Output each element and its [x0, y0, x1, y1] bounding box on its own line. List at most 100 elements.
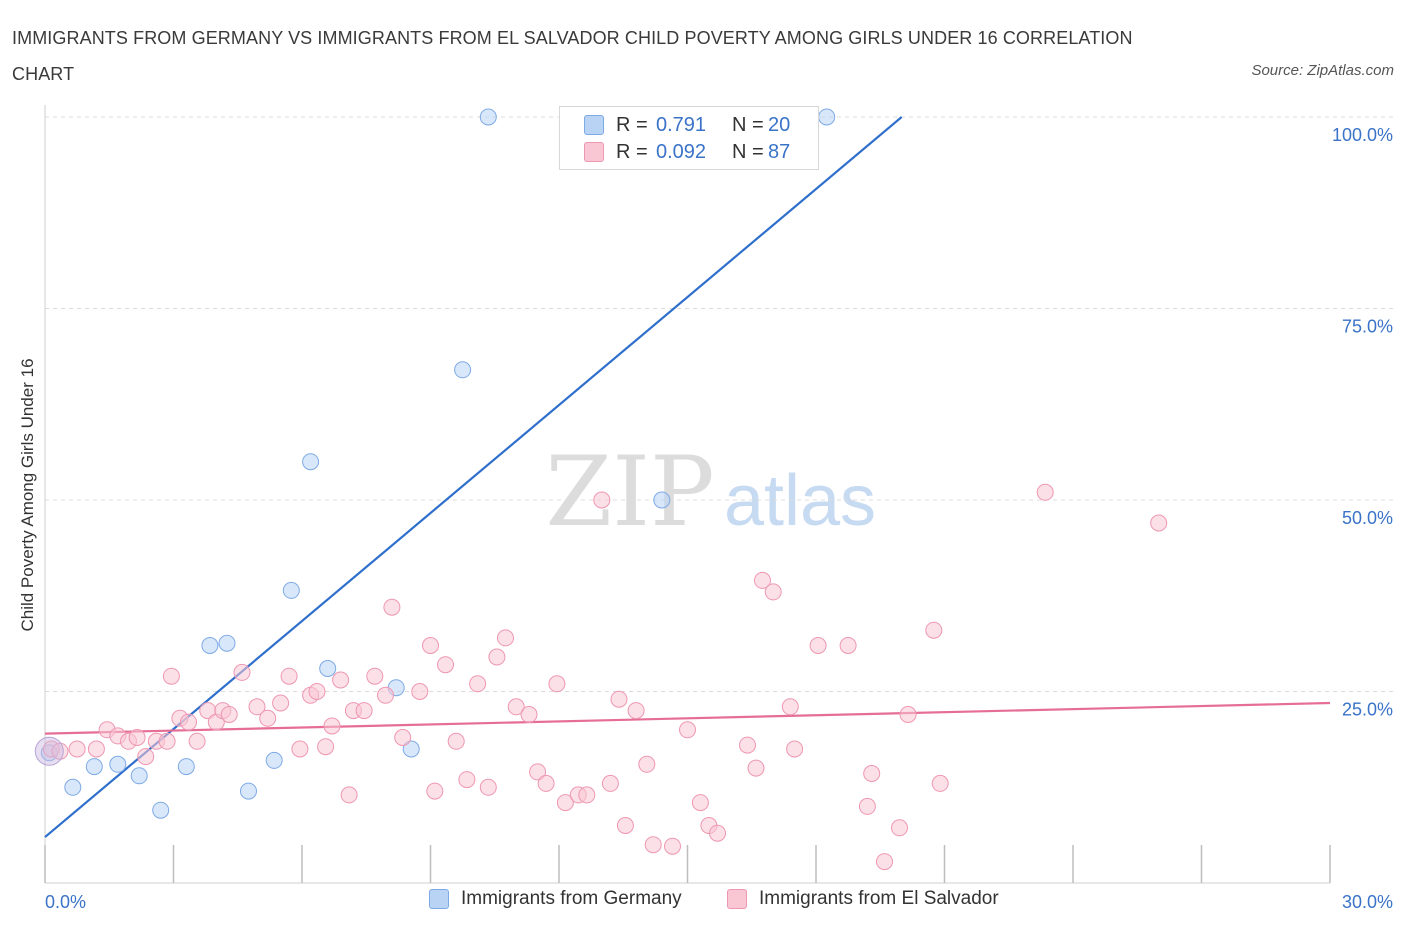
- point-el-salvador: [188, 732, 206, 750]
- legend-item-el-salvador[interactable]: Immigrants from El Salvador: [727, 888, 999, 910]
- point-el-salvador: [529, 763, 547, 781]
- point-el-salvador: [366, 667, 384, 685]
- legend-swatch-germany: [584, 115, 604, 135]
- trend-line-el-salvador: [44, 701, 1331, 735]
- point-el-salvador: [272, 694, 290, 712]
- point-germany: [130, 767, 148, 785]
- n-value: 20: [768, 113, 791, 136]
- point-el-salvador: [786, 740, 804, 758]
- point-el-salvador: [469, 675, 487, 693]
- point-el-salvador: [340, 786, 358, 804]
- point-el-salvador: [747, 759, 765, 777]
- point-el-salvador: [411, 683, 429, 700]
- point-germany: [152, 801, 170, 819]
- point-el-salvador: [332, 671, 350, 689]
- tick-labels: 25.0% 50.0% 75.0% 100.0% 0.0% 30.0%: [45, 125, 1393, 912]
- point-el-salvador: [458, 771, 476, 789]
- y-tick-label: 100.0%: [1332, 125, 1393, 145]
- point-el-salvador: [308, 683, 326, 700]
- point-el-salvador: [248, 698, 266, 716]
- chart-title: IMMIGRANTS FROM GERMANY VS IMMIGRANTS FR…: [12, 28, 1133, 84]
- series-legend: Immigrants from Germany Immigrants from …: [0, 888, 1406, 916]
- point-el-salvador: [137, 748, 155, 766]
- point-el-salvador: [638, 755, 656, 773]
- point-germany: [109, 755, 127, 773]
- r-value: 0.791: [656, 113, 707, 136]
- point-el-salvador: [1036, 483, 1054, 501]
- point-el-salvador: [876, 853, 893, 871]
- point-el-salvador: [593, 491, 611, 509]
- y-tick-label: 25.0%: [1342, 700, 1393, 720]
- point-el-salvador: [627, 702, 645, 720]
- legend-swatch-germany: [429, 889, 449, 909]
- point-el-salvador: [51, 742, 69, 760]
- grid-lines: [45, 116, 1395, 692]
- y-tick-label: 75.0%: [1342, 317, 1393, 337]
- point-germany: [240, 782, 257, 800]
- watermark-zip: ZIP: [545, 436, 714, 548]
- point-el-salvador: [422, 637, 439, 654]
- x-tick-label: 0.0%: [45, 892, 86, 912]
- point-el-salvador: [87, 740, 105, 758]
- point-el-salvador: [925, 621, 943, 639]
- point-el-salvador: [68, 740, 86, 758]
- point-el-salvador: [158, 732, 176, 750]
- point-el-salvador: [426, 782, 444, 800]
- point-el-salvador: [377, 686, 394, 704]
- point-el-salvador: [679, 721, 696, 739]
- point-el-salvador: [644, 836, 662, 854]
- watermark-atlas: atlas: [724, 461, 876, 541]
- point-el-salvador: [899, 706, 917, 723]
- point-germany: [454, 361, 472, 379]
- point-germany: [479, 108, 497, 126]
- point-el-salvador: [664, 837, 681, 855]
- point-el-salvador: [863, 765, 881, 782]
- legend-swatch-el-salvador: [727, 889, 747, 909]
- point-el-salvador: [233, 663, 251, 681]
- point-el-salvador: [764, 583, 782, 601]
- r-label: R =: [616, 113, 648, 136]
- watermark: ZIP atlas: [545, 436, 876, 548]
- point-germany: [302, 453, 320, 471]
- point-el-salvador: [507, 698, 525, 716]
- point-germany: [201, 637, 219, 654]
- point-el-salvador: [578, 786, 596, 804]
- legend-row-el-salvador: R = 0.092 N = 87: [584, 139, 790, 165]
- legend-swatch-el-salvador: [584, 142, 604, 162]
- data-points: [34, 108, 1168, 871]
- x-tick-label: 30.0%: [1342, 892, 1393, 912]
- point-el-salvador: [610, 690, 628, 708]
- point-el-salvador: [280, 667, 298, 685]
- point-germany: [282, 581, 300, 599]
- r-label: R =: [616, 140, 648, 163]
- point-el-salvador: [259, 709, 277, 727]
- point-el-salvador: [616, 817, 634, 834]
- source-label: Source: ZipAtlas.com: [1251, 62, 1394, 79]
- point-el-salvador: [162, 667, 180, 685]
- point-el-salvador: [809, 637, 827, 654]
- point-germany: [177, 758, 195, 776]
- point-el-salvador: [291, 740, 309, 758]
- point-el-salvador: [497, 629, 514, 647]
- n-label: N =: [732, 113, 764, 136]
- point-el-salvador: [317, 738, 335, 756]
- point-el-salvador: [488, 648, 506, 666]
- point-el-salvador: [739, 736, 756, 754]
- legend-item-germany[interactable]: Immigrants from Germany: [429, 888, 682, 910]
- point-el-salvador: [839, 637, 857, 654]
- point-el-salvador: [383, 598, 401, 616]
- n-label: N =: [732, 140, 764, 163]
- point-el-salvador: [709, 824, 726, 842]
- y-tick-label: 50.0%: [1342, 508, 1393, 528]
- y-axis-label: Child Poverty Among Girls Under 16: [18, 358, 37, 632]
- point-el-salvador: [601, 774, 619, 792]
- point-el-salvador: [891, 819, 908, 837]
- point-el-salvador: [556, 794, 574, 812]
- point-germany: [818, 108, 836, 126]
- point-el-salvador: [537, 774, 555, 792]
- point-el-salvador: [447, 732, 465, 750]
- point-el-salvador: [781, 698, 799, 716]
- point-el-salvador: [754, 571, 771, 589]
- point-germany: [64, 778, 82, 796]
